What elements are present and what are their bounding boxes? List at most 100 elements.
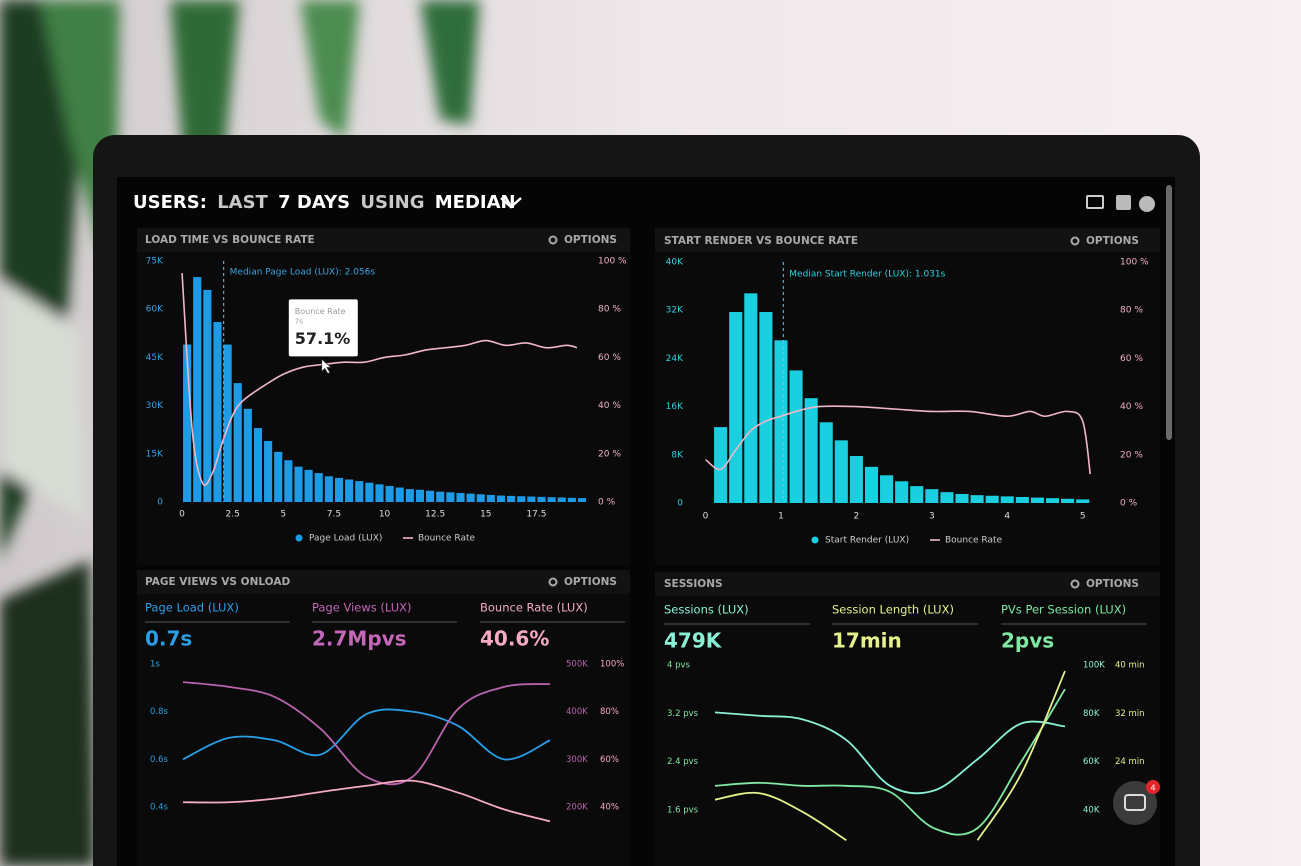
axis-tick-label: 400K: [566, 707, 588, 717]
histogram-bar: [985, 495, 999, 503]
histogram-bar: [446, 492, 455, 502]
histogram-bar: [1000, 496, 1014, 503]
axis-tick-label: 1s: [150, 660, 160, 670]
histogram-bar: [1015, 496, 1029, 503]
chat-button[interactable]: [1113, 781, 1157, 825]
histogram-bar: [714, 427, 728, 503]
x-tick-label: 4: [1004, 512, 1010, 522]
y-tick-label: 0: [677, 499, 683, 509]
dropdown-chevron[interactable]: [500, 197, 522, 209]
series-line: [182, 708, 551, 761]
histogram-bar: [193, 277, 202, 502]
histogram-bar: [334, 477, 344, 502]
chat-icon: [1124, 794, 1146, 811]
axis-tick-label: 0.6s: [150, 755, 169, 765]
bounce-rate-line: [705, 405, 1092, 475]
histogram-bar: [819, 422, 833, 503]
chat-badge-count: 4: [1150, 784, 1155, 793]
x-tick-label: 2.5: [226, 510, 240, 520]
histogram-bar: [970, 495, 984, 503]
y2-tick-label: 100 %: [1120, 258, 1149, 268]
x-tick-label: 1: [778, 512, 784, 522]
options-button[interactable]: OPTIONS: [1086, 578, 1139, 590]
y2-tick-label: 100 %: [598, 257, 627, 267]
options-icon[interactable]: [548, 577, 558, 587]
cursor: [321, 358, 332, 374]
histogram-bar: [314, 473, 323, 502]
panel: LOAD TIME VS BOUNCE RATE OPTIONS 0 15K 30K 45…: [137, 228, 630, 565]
axis-tick-label: 40K: [1083, 806, 1100, 816]
metric-value: 0.7s: [145, 627, 192, 651]
help-icon[interactable]: [1139, 196, 1155, 212]
histogram-bar: [365, 482, 374, 502]
histogram-bar: [729, 312, 743, 503]
options-button[interactable]: OPTIONS: [564, 576, 617, 588]
y-tick-label: 60K: [146, 305, 164, 315]
histogram-bar: [304, 469, 313, 502]
histogram-bar: [517, 496, 526, 502]
histogram-bar: [849, 456, 863, 503]
legend-label: Bounce Rate: [418, 534, 476, 544]
histogram-bar: [385, 485, 394, 502]
axis-tick-label: 80%: [600, 707, 619, 717]
x-tick-label: 3: [929, 512, 935, 522]
y2-tick-label: 0 %: [598, 498, 616, 508]
y-tick-label: 24K: [666, 354, 684, 364]
x-tick-label: 0: [703, 512, 709, 522]
y2-tick-label: 80 %: [598, 305, 621, 315]
y-tick-label: 40K: [666, 258, 684, 268]
histogram-bar: [486, 494, 495, 502]
tooltip-title: Bounce Rate: [295, 307, 346, 316]
histogram-bar: [476, 494, 485, 502]
histogram-bar: [466, 493, 475, 502]
histogram-bar: [233, 383, 242, 502]
histogram-bar: [537, 496, 546, 502]
x-tick-label: 7.5: [327, 510, 341, 520]
options-icon[interactable]: [548, 235, 558, 245]
histogram-bar: [264, 440, 273, 502]
options-button[interactable]: OPTIONS: [564, 234, 617, 246]
series-line: [714, 711, 1066, 795]
tooltip-value: 57.1%: [295, 329, 351, 348]
histogram-bar: [547, 497, 556, 502]
legend-label: Bounce Rate: [945, 536, 1003, 546]
metric-label: Bounce Rate (LUX): [480, 601, 588, 615]
legend-label: Page Load (LUX): [309, 534, 382, 544]
histogram-bar: [426, 490, 435, 502]
y-tick-label: 8K: [671, 450, 684, 460]
axis-tick-label: 60%: [600, 755, 619, 765]
panel-title: LOAD TIME VS BOUNCE RATE: [145, 234, 315, 246]
axis-tick-label: 4 pvs: [667, 661, 691, 671]
metric-value: 2.7Mpvs: [312, 627, 407, 651]
options-icon[interactable]: [1070, 236, 1080, 246]
axis-tick-label: 200K: [566, 803, 588, 813]
monitor-icon[interactable]: [1086, 195, 1104, 209]
y-tick-label: 0: [157, 498, 163, 508]
histogram-bar: [834, 440, 848, 503]
histogram-bar: [456, 493, 465, 502]
histogram-bar: [294, 466, 303, 502]
dashboard-title: USERS: LAST 7 DAYS USING MEDIAN: [133, 192, 516, 213]
histogram-bar: [864, 466, 879, 503]
histogram-bar: [395, 487, 404, 502]
histogram-bar: [744, 293, 758, 503]
histogram-bar: [804, 398, 818, 503]
title-part: 7 DAYS: [278, 192, 350, 213]
y2-tick-label: 20 %: [598, 449, 621, 459]
share-icon[interactable]: [1116, 195, 1131, 210]
options-button[interactable]: OPTIONS: [1086, 235, 1139, 247]
metric-value: 2pvs: [1001, 629, 1054, 653]
histogram-bar: [567, 497, 576, 502]
histogram-bar: [1076, 499, 1090, 503]
y2-tick-label: 40 %: [1120, 402, 1143, 412]
axis-tick-label: 300K: [566, 755, 588, 765]
histogram-bar: [955, 493, 969, 503]
panel: SESSIONS OPTIONS Sessions (LUX) 479K Session…: [655, 572, 1160, 866]
options-icon[interactable]: [1070, 579, 1080, 589]
histogram-bar: [253, 428, 263, 502]
axis-tick-label: 32 min: [1115, 709, 1145, 719]
metric-label: PVs Per Session (LUX): [1001, 603, 1126, 617]
panel-title: START RENDER VS BOUNCE RATE: [664, 235, 858, 247]
axis-tick-label: 60K: [1083, 757, 1100, 767]
